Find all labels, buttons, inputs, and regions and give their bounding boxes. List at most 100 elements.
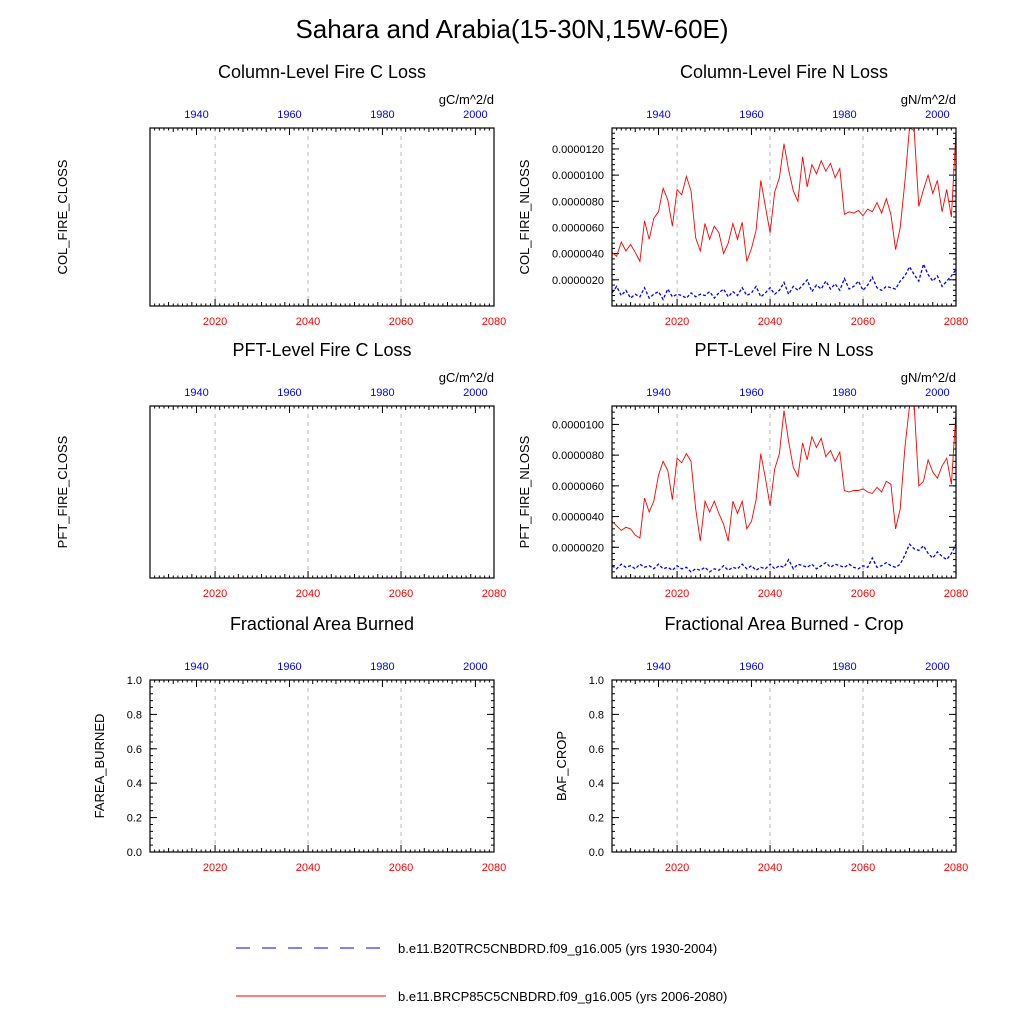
top-x-tick-label: 2000 (925, 661, 949, 673)
units-label: gC/m^2/d (439, 92, 494, 107)
y-tick-label: 0.0000100 (552, 419, 604, 431)
x-tick-label: 2080 (944, 316, 968, 328)
panel-title: PFT-Level Fire C Loss (232, 340, 411, 360)
y-tick-label: 0.0000020 (552, 275, 604, 287)
series-line-rcp85 (611, 405, 957, 542)
top-x-tick-label: 1940 (184, 109, 208, 121)
top-x-tick-label: 1960 (739, 387, 763, 399)
units-label: gC/m^2/d (439, 370, 494, 385)
y-axis-label: PFT_FIRE_NLOSS (517, 435, 532, 548)
top-x-tick-label: 1980 (832, 661, 856, 673)
top-x-tick-label: 1960 (277, 661, 301, 673)
x-tick-label: 2080 (944, 588, 968, 600)
units-label: gN/m^2/d (901, 92, 956, 107)
y-tick-label: 0.0000080 (552, 450, 604, 462)
top-x-tick-label: 1980 (832, 109, 856, 121)
top-x-tick-label: 1960 (277, 109, 301, 121)
x-tick-label: 2020 (203, 862, 227, 874)
plot-frame (149, 127, 495, 307)
series-line-historical (611, 262, 957, 301)
y-tick-label: 0.0000080 (552, 196, 604, 208)
top-x-tick-label: 1960 (277, 387, 301, 399)
y-axis-label: FAREA_BURNED (92, 714, 107, 819)
units-label: gN/m^2/d (901, 370, 956, 385)
x-tick-label: 2060 (851, 862, 875, 874)
x-tick-label: 2040 (296, 316, 320, 328)
y-tick-label: 1.0 (127, 675, 142, 687)
legend-label: b.e11.BRCP85C5CNBDRD.f09_g16.005 (yrs 20… (398, 989, 727, 1004)
top-x-tick-label: 1980 (370, 661, 394, 673)
plot-frame (149, 405, 495, 579)
y-axis-label: COL_FIRE_CLOSS (55, 159, 70, 274)
y-tick-label: 0.0 (127, 847, 142, 859)
top-x-tick-label: 1980 (370, 109, 394, 121)
x-tick-label: 2020 (203, 588, 227, 600)
x-tick-label: 2040 (758, 862, 782, 874)
y-tick-label: 0.0000040 (552, 249, 604, 261)
x-tick-label: 2080 (482, 316, 506, 328)
plot-frame (611, 127, 957, 307)
panel-title: PFT-Level Fire N Loss (694, 340, 873, 360)
x-tick-label: 2020 (203, 316, 227, 328)
x-tick-label: 2040 (296, 588, 320, 600)
x-tick-label: 2020 (665, 316, 689, 328)
top-x-tick-label: 1960 (739, 109, 763, 121)
series-line-historical (611, 543, 957, 573)
top-x-tick-label: 1940 (184, 387, 208, 399)
figure-title: Sahara and Arabia(15-30N,15W-60E) (295, 14, 729, 44)
top-x-tick-label: 1980 (370, 387, 394, 399)
top-x-tick-label: 2000 (925, 387, 949, 399)
y-tick-label: 0.0000040 (552, 512, 604, 524)
x-tick-label: 2020 (665, 862, 689, 874)
x-tick-label: 2040 (296, 862, 320, 874)
y-axis-label: PFT_FIRE_CLOSS (55, 435, 70, 548)
y-tick-label: 0.4 (589, 778, 604, 790)
x-tick-label: 2060 (389, 316, 413, 328)
y-tick-label: 0.6 (589, 744, 604, 756)
y-tick-label: 0.4 (127, 778, 142, 790)
top-x-tick-label: 1940 (646, 661, 670, 673)
top-x-tick-label: 2000 (463, 109, 487, 121)
x-tick-label: 2060 (389, 862, 413, 874)
y-tick-label: 0.0000060 (552, 222, 604, 234)
panel-title: Fractional Area Burned (230, 614, 414, 634)
y-tick-label: 0.6 (127, 744, 142, 756)
top-x-tick-label: 2000 (925, 109, 949, 121)
top-x-tick-label: 2000 (463, 387, 487, 399)
plot-frame (611, 405, 957, 579)
top-x-tick-label: 1940 (184, 661, 208, 673)
legend-label: b.e11.B20TRC5CNBDRD.f09_g16.005 (yrs 193… (398, 941, 717, 956)
top-x-tick-label: 1940 (646, 387, 670, 399)
x-tick-label: 2060 (851, 316, 875, 328)
x-tick-label: 2020 (665, 588, 689, 600)
top-x-tick-label: 1980 (832, 387, 856, 399)
y-tick-label: 0.2 (589, 813, 604, 825)
x-tick-label: 2040 (758, 588, 782, 600)
y-tick-label: 0.0000020 (552, 542, 604, 554)
x-tick-label: 2040 (758, 316, 782, 328)
x-tick-label: 2080 (482, 862, 506, 874)
series-line-rcp85 (611, 127, 957, 264)
y-tick-label: 0.0000060 (552, 481, 604, 493)
y-tick-label: 0.8 (127, 709, 142, 721)
top-x-tick-label: 1940 (646, 109, 670, 121)
panel-title: Column-Level Fire C Loss (218, 62, 426, 82)
y-tick-label: 0.0000120 (552, 144, 604, 156)
y-tick-label: 0.0000100 (552, 170, 604, 182)
plot-frame (611, 679, 957, 853)
panel-title: Column-Level Fire N Loss (680, 62, 888, 82)
y-axis-label: BAF_CROP (554, 731, 569, 801)
y-axis-label: COL_FIRE_NLOSS (517, 159, 532, 274)
y-tick-label: 0.0 (589, 847, 604, 859)
top-x-tick-label: 2000 (463, 661, 487, 673)
panel-title: Fractional Area Burned - Crop (664, 614, 903, 634)
x-tick-label: 2080 (944, 862, 968, 874)
x-tick-label: 2060 (389, 588, 413, 600)
y-tick-label: 1.0 (589, 675, 604, 687)
y-tick-label: 0.2 (127, 813, 142, 825)
plot-frame (149, 679, 495, 853)
x-tick-label: 2060 (851, 588, 875, 600)
y-tick-label: 0.8 (589, 709, 604, 721)
top-x-tick-label: 1960 (739, 661, 763, 673)
